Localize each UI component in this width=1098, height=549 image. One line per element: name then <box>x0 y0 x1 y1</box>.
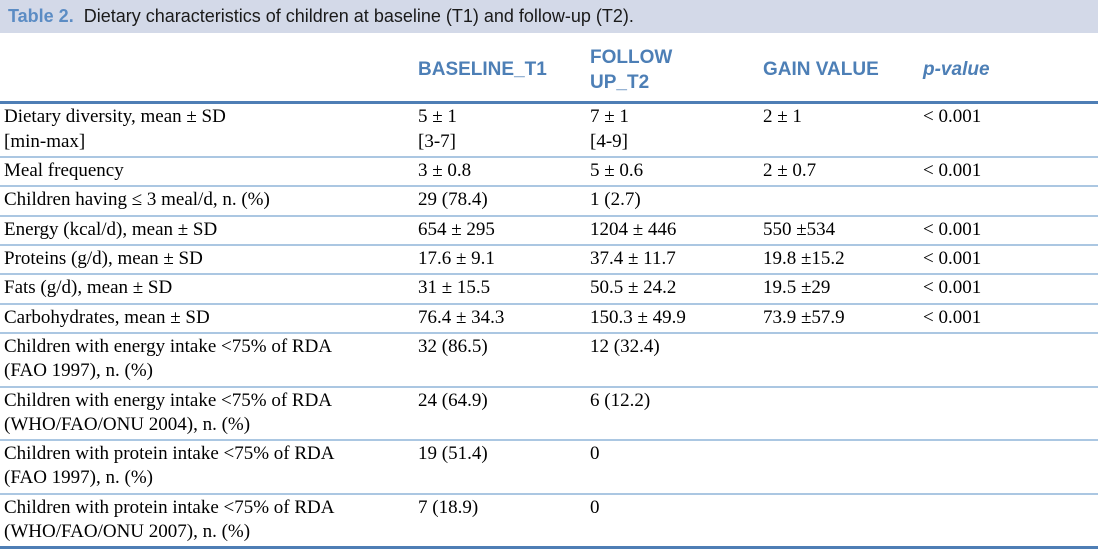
cell-baseline: 29 (78.4) <box>418 186 590 217</box>
row-label: Children with protein intake <75% of RDA… <box>0 440 418 495</box>
cell-baseline: 654 ± 295 <box>418 215 590 246</box>
cell-followup: 6 (12.2) <box>590 386 763 442</box>
cell-gain <box>763 186 923 217</box>
table-row: Children with protein intake <75% of RDA… <box>0 493 1098 549</box>
cell-pvalue <box>923 440 1098 495</box>
table-row: Proteins (g/d), mean ± SD 17.6 ± 9.1 37.… <box>0 244 1098 276</box>
cell-gain <box>763 386 923 442</box>
table-row: Carbohydrates, mean ± SD 76.4 ± 34.3 150… <box>0 303 1098 334</box>
table-row: Meal frequency 3 ± 0.8 5 ± 0.6 2 ± 0.7 <… <box>0 157 1098 188</box>
column-header-gain: GAIN VALUE <box>763 42 923 105</box>
cell-baseline: 24 (64.9) <box>418 386 590 442</box>
table-row: Fats (g/d), mean ± SD 31 ± 15.5 50.5 ± 2… <box>0 274 1098 305</box>
column-header-pvalue: p-value <box>923 42 1098 105</box>
row-label: Children with protein intake <75% of RDA… <box>0 493 418 549</box>
cell-pvalue <box>923 493 1098 549</box>
row-label: Children having ≤ 3 meal/d, n. (%) <box>0 186 418 217</box>
table-row: Children with protein intake <75% of RDA… <box>0 440 1098 495</box>
cell-gain: 19.8 ±15.2 <box>763 244 923 276</box>
row-label: Energy (kcal/d), mean ± SD <box>0 215 418 246</box>
cell-gain: 2 ± 1 <box>763 102 923 159</box>
table-caption: Dietary characteristics of children at b… <box>83 6 634 26</box>
cell-followup: 5 ± 0.6 <box>590 157 763 188</box>
row-label: Children with energy intake <75% of RDA … <box>0 386 418 442</box>
cell-baseline: 19 (51.4) <box>418 440 590 495</box>
table-row: Children having ≤ 3 meal/d, n. (%) 29 (7… <box>0 186 1098 217</box>
cell-pvalue: < 0.001 <box>923 303 1098 334</box>
cell-gain: 2 ± 0.7 <box>763 157 923 188</box>
cell-baseline: 3 ± 0.8 <box>418 157 590 188</box>
cell-pvalue: < 0.001 <box>923 215 1098 246</box>
row-label: Children with energy intake <75% of RDA … <box>0 332 418 388</box>
table-row: Dietary diversity, mean ± SD [min-max] 5… <box>0 102 1098 159</box>
cell-pvalue: < 0.001 <box>923 274 1098 305</box>
table-row: Energy (kcal/d), mean ± SD 654 ± 295 120… <box>0 215 1098 246</box>
table-container: BASELINE_T1 FOLLOW UP_T2 GAIN VALUE p-va… <box>0 33 1098 549</box>
cell-pvalue <box>923 332 1098 388</box>
cell-gain <box>763 332 923 388</box>
cell-gain: 19.5 ±29 <box>763 274 923 305</box>
cell-gain <box>763 440 923 495</box>
cell-pvalue: < 0.001 <box>923 102 1098 159</box>
table-row: Children with energy intake <75% of RDA … <box>0 332 1098 388</box>
row-label: Fats (g/d), mean ± SD <box>0 274 418 305</box>
dietary-characteristics-table: BASELINE_T1 FOLLOW UP_T2 GAIN VALUE p-va… <box>0 42 1098 549</box>
cell-gain: 550 ±534 <box>763 215 923 246</box>
row-label: Meal frequency <box>0 157 418 188</box>
row-label: Carbohydrates, mean ± SD <box>0 303 418 334</box>
cell-baseline: 7 (18.9) <box>418 493 590 549</box>
cell-pvalue <box>923 386 1098 442</box>
column-header-empty <box>0 42 418 105</box>
row-label: Dietary diversity, mean ± SD [min-max] <box>0 102 418 159</box>
cell-followup: 0 <box>590 440 763 495</box>
row-label: Proteins (g/d), mean ± SD <box>0 244 418 276</box>
cell-gain: 73.9 ±57.9 <box>763 303 923 334</box>
table-title-bar: Table 2. Dietary characteristics of chil… <box>0 0 1098 33</box>
cell-baseline: 76.4 ± 34.3 <box>418 303 590 334</box>
cell-pvalue: < 0.001 <box>923 244 1098 276</box>
cell-followup: 150.3 ± 49.9 <box>590 303 763 334</box>
table-row: Children with energy intake <75% of RDA … <box>0 386 1098 442</box>
cell-followup: 12 (32.4) <box>590 332 763 388</box>
cell-followup: 0 <box>590 493 763 549</box>
cell-pvalue <box>923 186 1098 217</box>
cell-followup: 37.4 ± 11.7 <box>590 244 763 276</box>
cell-followup: 50.5 ± 24.2 <box>590 274 763 305</box>
cell-pvalue: < 0.001 <box>923 157 1098 188</box>
cell-gain <box>763 493 923 549</box>
table-number-label: Table 2. <box>8 6 74 26</box>
cell-baseline: 17.6 ± 9.1 <box>418 244 590 276</box>
cell-baseline: 32 (86.5) <box>418 332 590 388</box>
cell-followup: 1 (2.7) <box>590 186 763 217</box>
column-header-followup: FOLLOW UP_T2 <box>590 42 763 105</box>
cell-followup: 7 ± 1 [4-9] <box>590 102 763 159</box>
cell-baseline: 31 ± 15.5 <box>418 274 590 305</box>
cell-followup: 1204 ± 446 <box>590 215 763 246</box>
table-header-row: BASELINE_T1 FOLLOW UP_T2 GAIN VALUE p-va… <box>0 42 1098 105</box>
column-header-baseline: BASELINE_T1 <box>418 42 590 105</box>
cell-baseline: 5 ± 1 [3-7] <box>418 102 590 159</box>
